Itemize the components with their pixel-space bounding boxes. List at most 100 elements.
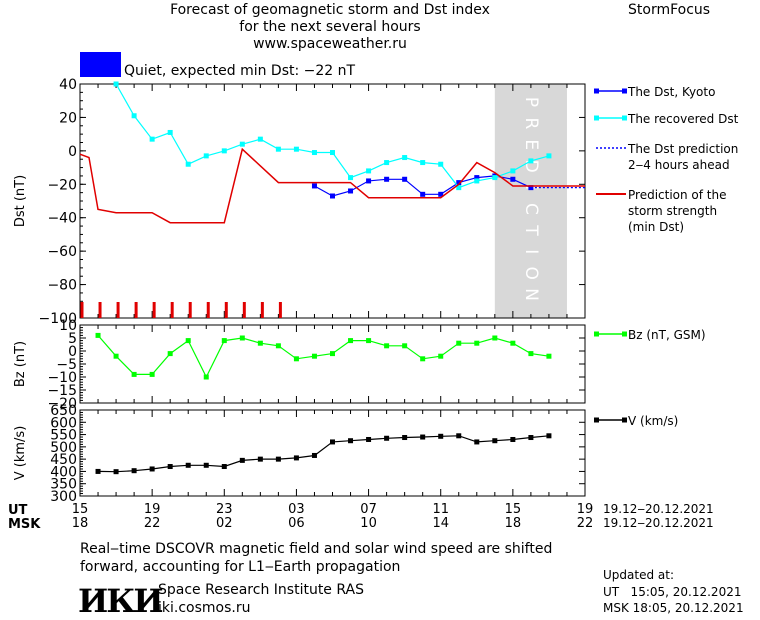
data-point <box>293 356 299 362</box>
prediction-band <box>494 84 567 318</box>
y-tick-label: −80 <box>47 278 77 294</box>
y-tick-label: −5 <box>56 357 77 373</box>
data-point <box>149 371 155 377</box>
plot-frame <box>79 324 586 404</box>
msk-tick-label: 18 <box>72 516 89 531</box>
ut-tick-label: 15 <box>505 502 522 517</box>
data-point <box>275 343 281 349</box>
data-point <box>510 436 516 442</box>
y-tick-label: 550 <box>50 428 77 444</box>
data-point <box>474 175 480 181</box>
msk-tick-label: 10 <box>360 516 377 531</box>
prediction-band-letter: P <box>521 97 541 107</box>
data-point <box>402 176 408 182</box>
ut-tick-label: 15 <box>72 502 89 517</box>
data-point <box>546 433 552 439</box>
data-point <box>402 155 408 161</box>
data-point <box>546 153 552 159</box>
data-point <box>438 353 444 359</box>
y-tick-label: 400 <box>50 464 77 480</box>
data-point <box>402 343 408 349</box>
y-tick-label: 5 <box>68 331 77 347</box>
legend-dst-prediction-label: The Dst prediction 2‒4 hours ahead <box>628 142 739 172</box>
y-tick-label: −15 <box>47 383 77 399</box>
y-tick-label: 600 <box>50 415 77 431</box>
data-point <box>203 374 209 380</box>
data-point <box>330 150 335 156</box>
data-point <box>366 338 372 344</box>
y-tick-label: 0 <box>68 144 77 160</box>
legend-marker <box>594 331 599 337</box>
prediction-band-letter: R <box>521 117 541 129</box>
legend-storm-strength-label: Prediction of the storm strength (min Ds… <box>628 188 727 234</box>
y-tick-label: 40 <box>59 77 77 93</box>
data-point <box>113 469 119 475</box>
data-point <box>221 338 227 344</box>
y-tick-label: −20 <box>47 177 77 193</box>
data-point <box>384 343 390 349</box>
data-point <box>221 148 227 154</box>
legend-marker <box>594 417 599 423</box>
msk-tick-label: 02 <box>216 516 233 531</box>
data-point <box>257 456 263 462</box>
series-line <box>115 83 550 189</box>
ut-label: UT <box>8 503 28 518</box>
legend-marker <box>622 331 627 337</box>
data-point <box>330 439 335 445</box>
data-point <box>438 433 444 439</box>
data-point <box>149 466 155 472</box>
updated-label: Updated at: <box>603 568 674 582</box>
data-point <box>95 332 101 338</box>
series-line <box>79 147 585 224</box>
data-point <box>348 338 354 344</box>
institute-site[interactable]: iki.cosmos.ru <box>158 600 251 616</box>
y-tick-label: −40 <box>47 211 77 227</box>
data-point <box>456 433 462 439</box>
y-tick-label: 20 <box>59 110 77 126</box>
msk-tick-label: 18 <box>505 516 522 531</box>
legend-marker <box>594 115 599 121</box>
data-point <box>546 353 552 359</box>
y-tick-label: 650 <box>50 403 77 419</box>
brand-name: StormFocus <box>628 2 711 18</box>
data-point <box>239 335 245 341</box>
data-point <box>348 175 354 181</box>
legend-dst-kyoto-label: The Dst, Kyoto <box>628 85 716 99</box>
data-point <box>311 183 317 189</box>
plot-frame <box>79 409 586 497</box>
data-point <box>438 191 444 197</box>
data-point <box>384 176 390 182</box>
data-point <box>492 438 498 444</box>
data-point <box>420 160 426 166</box>
data-point <box>528 435 534 441</box>
y-tick-label: 500 <box>50 440 77 456</box>
data-point <box>257 340 263 346</box>
prediction-band-letter: T <box>521 224 541 236</box>
prediction-band-letter: D <box>521 160 541 173</box>
time-axis: 15 19 23 03 07 11 15 19 18 22 02 06 10 14 18 22 <box>72 502 594 531</box>
updated-msk: MSK 18:05, 20.12.2021 <box>603 601 744 615</box>
data-point <box>384 435 390 441</box>
y-tick-label: 300 <box>50 489 77 505</box>
data-point <box>113 353 119 359</box>
data-point <box>131 468 137 474</box>
data-point <box>510 176 516 182</box>
status-swatch <box>80 52 121 77</box>
ut-tick-label: 23 <box>216 502 233 517</box>
y-axis-label: V (km/s) <box>13 426 28 481</box>
data-point <box>239 141 245 147</box>
ut-date-range: 19.12‒20.12.2021 <box>603 502 714 516</box>
prediction-band-letter: O <box>521 267 541 280</box>
data-point <box>366 178 372 184</box>
data-point <box>528 351 534 357</box>
msk-tick-label: 06 <box>288 516 305 531</box>
data-point <box>275 456 281 462</box>
y-tick-label: −20 <box>47 396 77 412</box>
iki-logo: ИКИ <box>78 582 164 620</box>
data-point <box>167 351 173 357</box>
data-point <box>203 462 209 468</box>
data-point <box>149 136 155 142</box>
prediction-band-letter: I <box>521 249 541 254</box>
data-point <box>293 455 299 461</box>
prediction-band-letter: N <box>521 288 541 301</box>
